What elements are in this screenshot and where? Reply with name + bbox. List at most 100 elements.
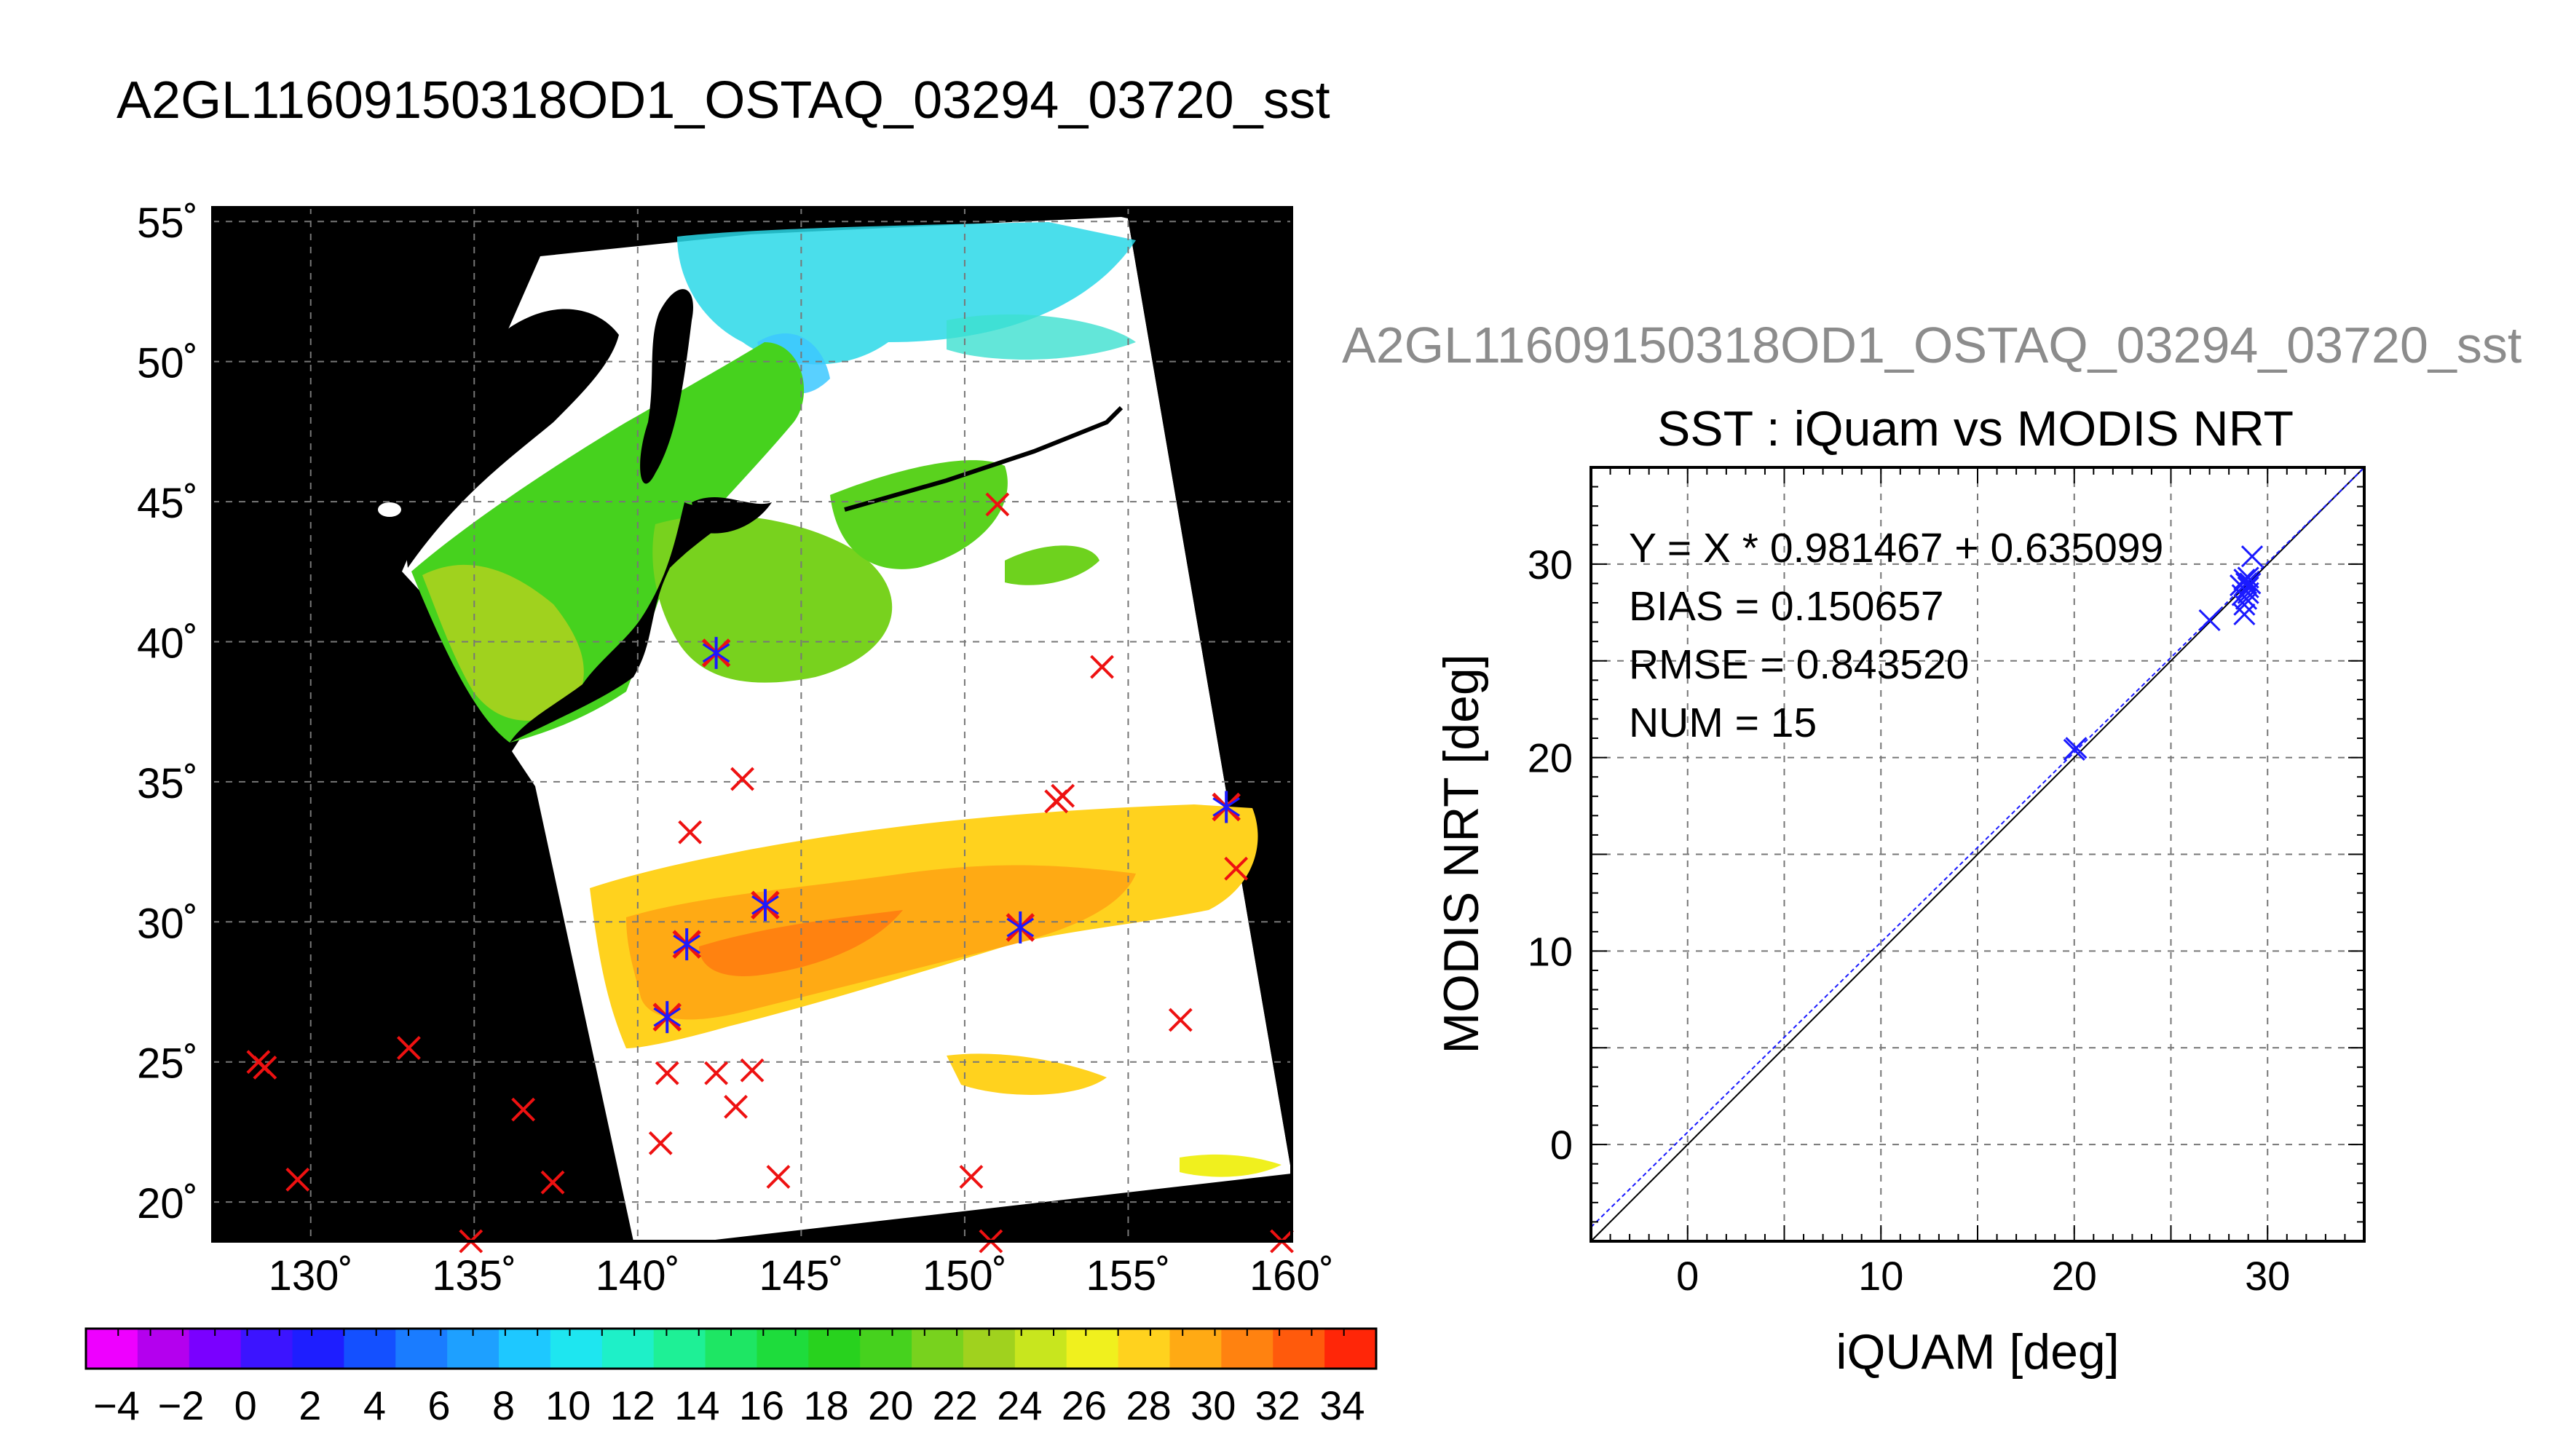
sst-band-hot xyxy=(626,865,1136,1020)
scatter-ytick-label: 10 xyxy=(1528,928,1573,974)
map-lon-labels: 130˚ 135˚ 140˚ 145˚ 150˚ 155˚ 160˚ xyxy=(269,1252,1334,1299)
matchup-cross-red xyxy=(1090,654,1114,679)
colorbar-tick-label: 20 xyxy=(868,1382,913,1428)
colorbar-tick-label: 12 xyxy=(610,1382,655,1428)
colorbar-labels: −4 −2 0 2 4 6 8 10 12 14 16 18 20 22 24 26 28 30 32 34 xyxy=(93,1382,1365,1428)
colorbar-tick-label: 10 xyxy=(545,1382,591,1428)
sst-patch-cyan xyxy=(947,314,1136,360)
scatter-xtick-label: 10 xyxy=(1858,1253,1903,1299)
map-lat-tick-label: 35˚ xyxy=(137,760,198,807)
scatter-xtick-label: 30 xyxy=(2245,1253,2290,1299)
matchup-cross-red xyxy=(985,492,1010,517)
colorbar-tick-label: 0 xyxy=(234,1382,257,1428)
scatter-point xyxy=(2237,576,2259,598)
lake-khanka xyxy=(378,502,401,517)
map-lat-tick-label: 20˚ xyxy=(137,1180,198,1227)
sst-patch-south-warm xyxy=(947,1053,1107,1095)
colorbar-cell xyxy=(344,1329,396,1369)
colorbar-cell xyxy=(1324,1329,1377,1369)
land-continent xyxy=(400,309,619,568)
matchup-cross-red xyxy=(511,1097,536,1122)
map-lat-tick-label: 45˚ xyxy=(137,480,198,527)
colorbar-tick-label: 16 xyxy=(739,1382,784,1428)
matchup-star-blue xyxy=(702,643,730,663)
matchup-cross-red xyxy=(1044,789,1069,814)
scatter-stat-line: RMSE = 0.843520 xyxy=(1629,641,1969,688)
scatter-stat-line: Y = X * 0.981467 + 0.635099 xyxy=(1629,525,2163,571)
scatter-xlabel: iQUAM [deg] xyxy=(1836,1324,2119,1380)
colorbar-cell xyxy=(292,1329,344,1369)
scatter-point xyxy=(2198,609,2221,632)
colorbar-tick-label: 34 xyxy=(1319,1382,1365,1428)
map-lat-tick-label: 25˚ xyxy=(137,1040,198,1088)
map-lat-labels: 55˚ 50˚ 45˚ 40˚ 35˚ 30˚ 25˚ 20˚ xyxy=(137,199,198,1227)
scatter-ytick-label: 20 xyxy=(1528,735,1573,781)
map-lon-tick-label: 135˚ xyxy=(432,1252,516,1299)
colorbar-cell xyxy=(653,1329,706,1369)
sst-patch-south-yellow xyxy=(1180,1154,1282,1177)
colorbar-frame xyxy=(84,1327,1378,1370)
land-hokkaido xyxy=(692,496,772,534)
colorbar-cell xyxy=(137,1329,190,1369)
colorbar-tick-label: 28 xyxy=(1126,1382,1171,1428)
colorbar: −4 −2 0 2 4 6 8 10 12 14 16 18 20 22 24 26 28 30 32 34 xyxy=(84,1327,1378,1428)
scatter-point xyxy=(2233,603,2256,626)
map-frame xyxy=(211,206,1293,1243)
map-grid xyxy=(213,207,1292,1241)
matchup-star-blue xyxy=(751,895,779,915)
colorbar-tick-label: 14 xyxy=(674,1382,719,1428)
matchup-cross-red xyxy=(540,1170,565,1195)
map-imagery xyxy=(378,217,1292,1241)
map-lat-tick-label: 30˚ xyxy=(137,900,198,947)
colorbar-cell xyxy=(1118,1329,1170,1369)
matchup-cross-red xyxy=(959,1165,984,1189)
colorbar-tick-label: 32 xyxy=(1255,1382,1300,1428)
regression-line xyxy=(1590,467,2366,1228)
colorbar-cell xyxy=(499,1329,551,1369)
colorbar-cell xyxy=(1014,1329,1067,1369)
matchup-cross-red xyxy=(678,820,703,844)
swath-edge-black xyxy=(1128,218,1292,1174)
matchup-cross-red xyxy=(704,1061,729,1085)
map-lat-tick-label: 50˚ xyxy=(137,340,198,387)
scatter-point xyxy=(2065,737,2088,759)
colorbar-tick-label: 2 xyxy=(299,1382,321,1428)
matchup-cross-red xyxy=(285,1167,310,1192)
scatter-point xyxy=(2233,569,2256,591)
scatter-point xyxy=(2233,593,2256,616)
matchup-cross-red xyxy=(1168,1008,1193,1032)
scatter-ytick-label: 30 xyxy=(1528,542,1573,587)
colorbar-cell xyxy=(395,1329,448,1369)
scatter-stat-line: NUM = 15 xyxy=(1629,700,1817,746)
matchup-cross-red xyxy=(655,1061,679,1085)
scatter-stats: Y = X * 0.981467 + 0.635099 BIAS = 0.1506… xyxy=(1629,525,2163,746)
matchup-cross-red xyxy=(724,1094,748,1119)
colorbar-tick-label: −4 xyxy=(93,1382,140,1428)
land-kuril-islands xyxy=(844,405,1124,512)
colorbar-cell xyxy=(240,1329,293,1369)
scatter-xtick-label: 0 xyxy=(1676,1253,1699,1299)
matchup-star-blue xyxy=(673,934,701,954)
page-title: A2GL11609150318OD1_OSTAQ_03294_03720_sst xyxy=(117,71,1330,130)
colorbar-tick-label: 30 xyxy=(1190,1382,1236,1428)
matchup-cross-red xyxy=(740,1058,765,1083)
scatter-point xyxy=(2237,582,2259,604)
colorbar-cell xyxy=(1169,1329,1222,1369)
colorbar-cell xyxy=(86,1329,138,1369)
map-lon-tick-label: 140˚ xyxy=(596,1252,680,1299)
sst-patch-kurile xyxy=(830,460,1008,569)
colorbar-cell xyxy=(1273,1329,1325,1369)
map-lat-tick-label: 55˚ xyxy=(137,199,198,247)
scatter-points xyxy=(2063,545,2264,761)
colorbar-tick-label: 4 xyxy=(363,1382,386,1428)
colorbar-tick-label: 24 xyxy=(997,1382,1042,1428)
matchup-star-blue xyxy=(1006,917,1035,938)
scatter-panel: SST : iQuam vs MODIS NRT 0 10 20 300102030 … xyxy=(1434,401,2366,1380)
colorbar-cell xyxy=(912,1329,964,1369)
colorbar-cell xyxy=(550,1329,603,1369)
land-sakhalin xyxy=(640,289,693,484)
colorbar-tick-label: 18 xyxy=(803,1382,848,1428)
map-lon-tick-label: 150˚ xyxy=(923,1252,1007,1299)
colorbar-tick-label: 22 xyxy=(933,1382,978,1428)
